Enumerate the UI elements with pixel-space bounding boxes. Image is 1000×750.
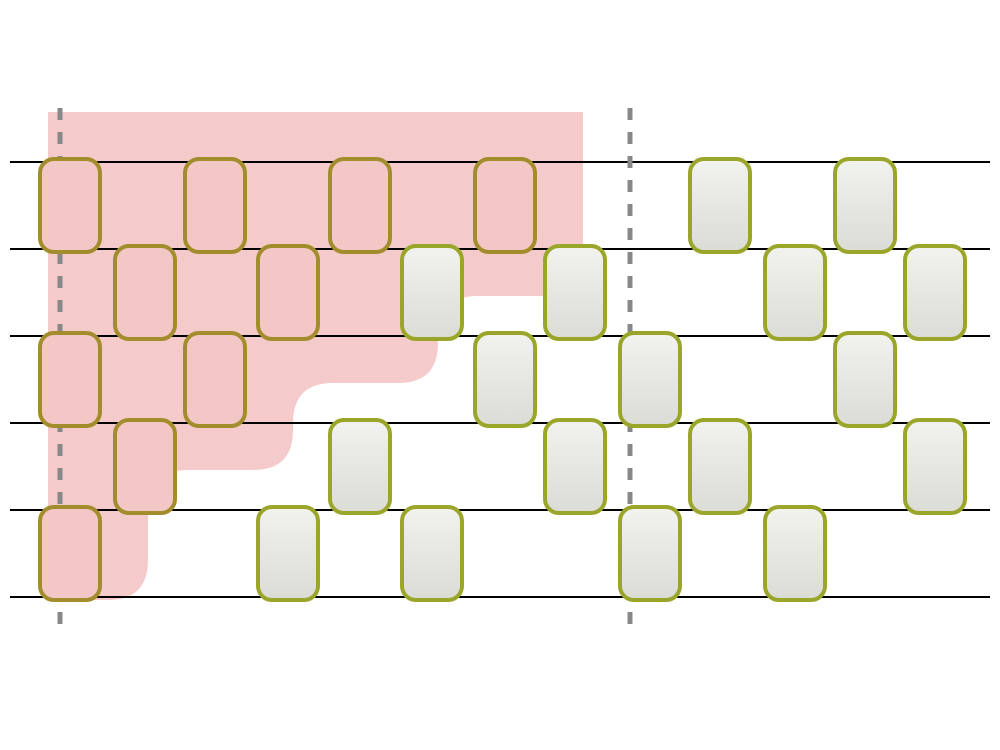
two-qubit-gate <box>545 246 605 339</box>
two-qubit-gate <box>475 333 535 426</box>
two-qubit-gate <box>905 246 965 339</box>
two-qubit-gate <box>330 159 390 252</box>
two-qubit-gate <box>402 246 462 339</box>
two-qubit-gate <box>40 159 100 252</box>
two-qubit-gate <box>258 246 318 339</box>
two-qubit-gate <box>545 420 605 513</box>
quantum-circuit-diagram <box>0 0 1000 750</box>
two-qubit-gate <box>115 420 175 513</box>
two-qubit-gate <box>40 507 100 600</box>
two-qubit-gate <box>690 420 750 513</box>
two-qubit-gate <box>185 159 245 252</box>
two-qubit-gate <box>620 507 680 600</box>
two-qubit-gate <box>258 507 318 600</box>
two-qubit-gate <box>905 420 965 513</box>
two-qubit-gate <box>40 333 100 426</box>
two-qubit-gate <box>690 159 750 252</box>
two-qubit-gate <box>620 333 680 426</box>
two-qubit-gate <box>402 507 462 600</box>
two-qubit-gate <box>835 159 895 252</box>
two-qubit-gate <box>115 246 175 339</box>
two-qubit-gate <box>835 333 895 426</box>
two-qubit-gate <box>330 420 390 513</box>
two-qubit-gate <box>185 333 245 426</box>
two-qubit-gate <box>765 246 825 339</box>
two-qubit-gate <box>475 159 535 252</box>
two-qubit-gate <box>765 507 825 600</box>
